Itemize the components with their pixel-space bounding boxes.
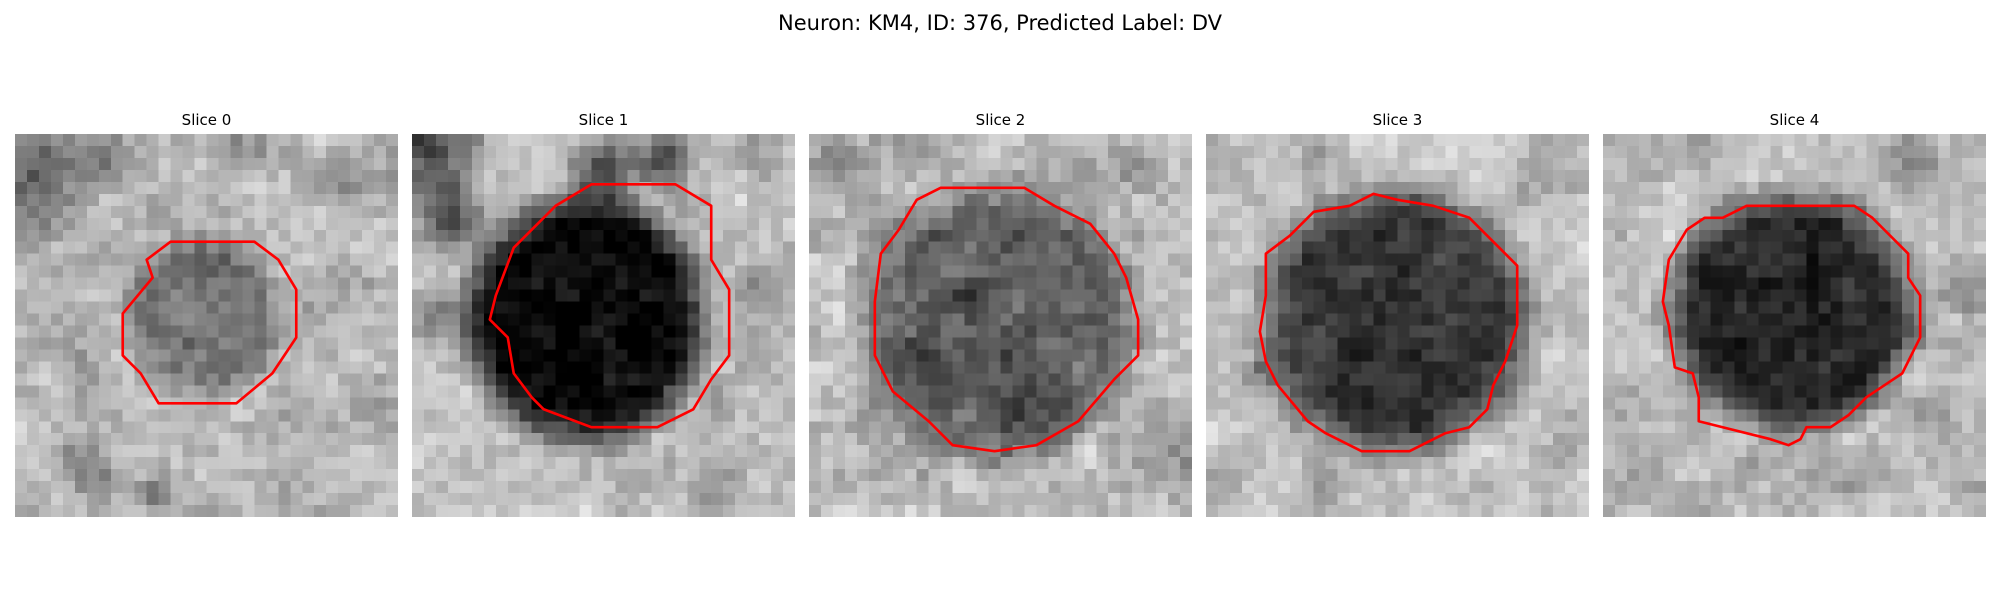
slice-image-4 [1603, 134, 1986, 517]
panel-title-slice-4: Slice 4 [1769, 111, 1820, 129]
panel-title-slice-2: Slice 2 [975, 111, 1026, 129]
slice-pixels-1 [412, 134, 795, 517]
cell-contour-3 [1258, 192, 1519, 453]
slice-image-1 [412, 134, 795, 517]
slice-pixels-0 [15, 134, 398, 517]
cell-contour-0 [121, 240, 298, 405]
slice-pixels-4 [1603, 134, 1986, 517]
figure-title: Neuron: KM4, ID: 376, Predicted Label: D… [778, 11, 1222, 35]
panel-title-slice-0: Slice 0 [181, 111, 232, 129]
panel-title-slice-1: Slice 1 [578, 111, 629, 129]
cell-contour-4 [1661, 204, 1922, 447]
panel-title-slice-3: Slice 3 [1372, 111, 1423, 129]
cell-contour-2 [873, 186, 1140, 453]
slice-image-2 [809, 134, 1192, 517]
slice-image-3 [1206, 134, 1589, 517]
cell-contour-1 [488, 182, 731, 429]
slice-pixels-3 [1206, 134, 1589, 517]
slice-pixels-2 [809, 134, 1192, 517]
slice-image-0 [15, 134, 398, 517]
